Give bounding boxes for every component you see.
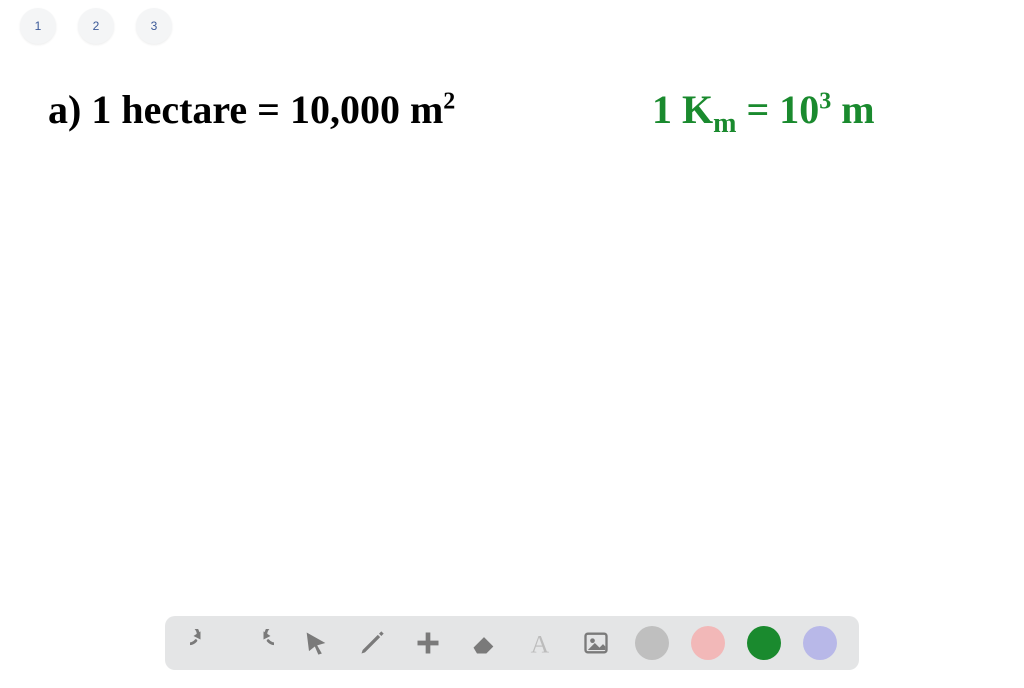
eraser-button[interactable] — [467, 626, 501, 660]
text-icon: A — [526, 629, 554, 657]
color-green[interactable] — [747, 626, 781, 660]
toolbar: A — [165, 616, 859, 670]
color-pink[interactable] — [691, 626, 725, 660]
undo-icon — [190, 629, 218, 657]
undo-button[interactable] — [187, 626, 221, 660]
pointer-button[interactable] — [299, 626, 333, 660]
text-button[interactable]: A — [523, 626, 557, 660]
handwriting-black: a) 1 hectare = 10,000 m2 — [48, 86, 455, 133]
add-button[interactable] — [411, 626, 445, 660]
color-lilac[interactable] — [803, 626, 837, 660]
redo-icon — [246, 629, 274, 657]
svg-text:A: A — [531, 629, 550, 657]
color-gray[interactable] — [635, 626, 669, 660]
pencil-icon — [358, 629, 386, 657]
image-button[interactable] — [579, 626, 613, 660]
redo-button[interactable] — [243, 626, 277, 660]
pencil-button[interactable] — [355, 626, 389, 660]
handwriting-green: 1 Km = 103 m — [652, 86, 875, 140]
pointer-icon — [302, 629, 330, 657]
image-icon — [582, 629, 610, 657]
eraser-icon — [470, 629, 498, 657]
whiteboard-canvas[interactable]: a) 1 hectare = 10,000 m2 1 Km = 103 m — [0, 0, 1024, 688]
plus-icon — [414, 629, 442, 657]
